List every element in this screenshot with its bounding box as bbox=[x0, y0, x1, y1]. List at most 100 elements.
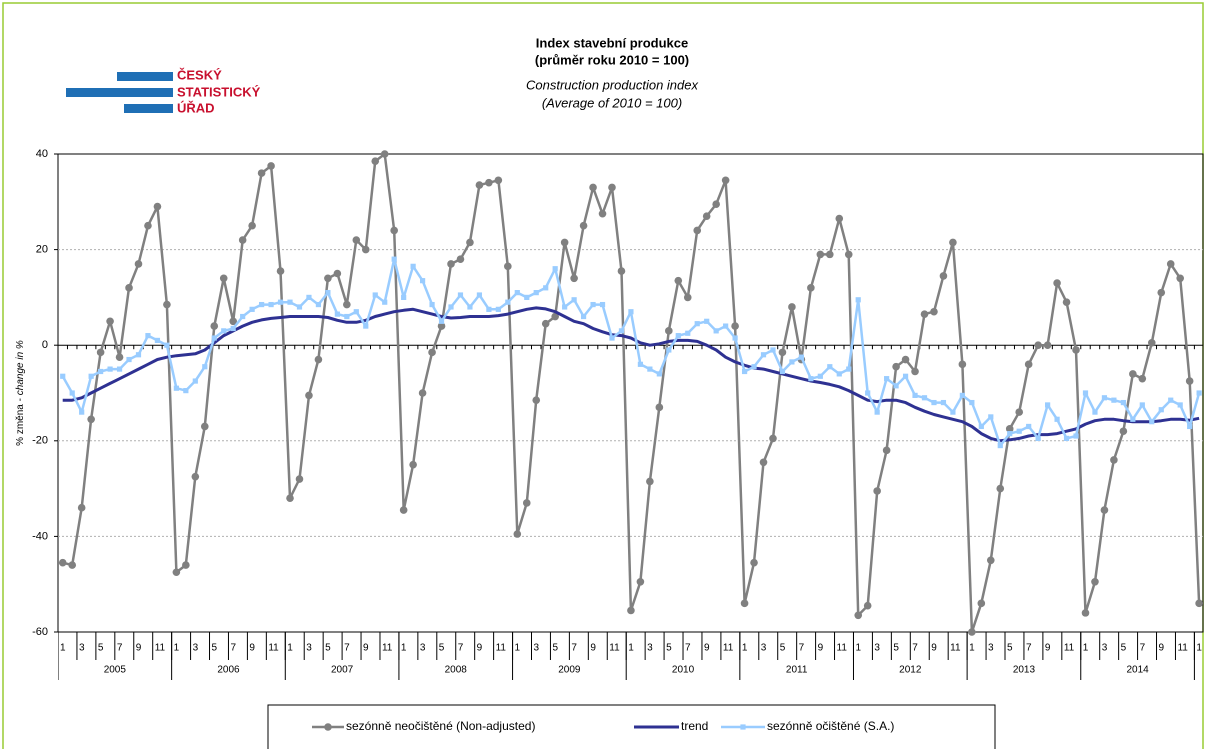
point bbox=[268, 301, 274, 308]
point bbox=[533, 290, 539, 296]
point bbox=[1119, 427, 1128, 436]
x-tick-label: 7 bbox=[912, 643, 918, 654]
x-tick-label: 9 bbox=[1159, 643, 1165, 654]
x-tick-label: 1 bbox=[969, 643, 975, 654]
point bbox=[173, 385, 179, 391]
point bbox=[674, 276, 683, 285]
point bbox=[1091, 578, 1099, 586]
logo-bar bbox=[124, 104, 173, 113]
point bbox=[1063, 435, 1070, 442]
point bbox=[467, 304, 473, 310]
point bbox=[344, 313, 350, 320]
point bbox=[494, 176, 503, 185]
point bbox=[950, 409, 956, 415]
point bbox=[153, 202, 162, 211]
point bbox=[305, 391, 313, 400]
x-tick-label: 3 bbox=[1102, 643, 1108, 654]
point bbox=[418, 389, 427, 397]
point bbox=[134, 260, 143, 268]
point bbox=[939, 272, 948, 280]
x-tick-label: 3 bbox=[79, 643, 85, 654]
x-tick-label: 11 bbox=[723, 643, 734, 654]
x-tick-label: 5 bbox=[98, 643, 104, 654]
point bbox=[817, 373, 823, 379]
point bbox=[740, 599, 749, 608]
point bbox=[380, 150, 389, 158]
point bbox=[514, 290, 520, 296]
point bbox=[618, 328, 625, 334]
logo-bar bbox=[66, 88, 173, 97]
point bbox=[1138, 374, 1147, 383]
x-tick-label: 5 bbox=[212, 643, 218, 654]
point bbox=[429, 301, 435, 308]
x-tick-label: 1 bbox=[1083, 643, 1089, 654]
x-tick-label: 1 bbox=[287, 643, 293, 654]
point bbox=[1139, 402, 1145, 408]
point bbox=[372, 292, 378, 298]
point bbox=[598, 209, 607, 218]
point bbox=[457, 292, 464, 298]
point bbox=[419, 278, 426, 284]
point bbox=[1024, 360, 1033, 369]
x-tick-label: 1 bbox=[401, 643, 407, 654]
x-tick-label: 9 bbox=[818, 643, 824, 654]
point bbox=[60, 373, 66, 379]
legend-marker bbox=[324, 723, 332, 731]
x-tick-label: 9 bbox=[249, 643, 255, 654]
point bbox=[892, 362, 900, 371]
y-tick-label: -60 bbox=[32, 626, 48, 638]
point bbox=[589, 183, 597, 192]
year-label: 2010 bbox=[672, 665, 695, 676]
point bbox=[485, 178, 493, 187]
x-tick-label: 11 bbox=[496, 643, 507, 654]
point bbox=[409, 460, 417, 469]
point bbox=[665, 327, 673, 335]
point bbox=[1026, 423, 1032, 430]
point bbox=[145, 333, 151, 339]
point bbox=[769, 434, 777, 443]
chart-subtitle-en: (Average of 2010 = 100) bbox=[542, 95, 682, 110]
point bbox=[958, 360, 967, 369]
series-line bbox=[61, 257, 1201, 447]
point bbox=[770, 347, 776, 353]
point bbox=[920, 310, 929, 318]
point bbox=[172, 568, 181, 577]
x-tick-label: 11 bbox=[382, 643, 393, 654]
y-tick-label: 20 bbox=[36, 244, 48, 256]
y-tick-label: -20 bbox=[32, 435, 48, 447]
point bbox=[1158, 407, 1164, 413]
point bbox=[959, 392, 965, 398]
point bbox=[599, 301, 606, 308]
point bbox=[98, 368, 104, 375]
point bbox=[1100, 506, 1109, 514]
point bbox=[325, 290, 331, 296]
point bbox=[1120, 399, 1126, 406]
point bbox=[295, 475, 304, 483]
point bbox=[410, 263, 416, 269]
x-tick-label: 5 bbox=[780, 643, 786, 654]
point bbox=[276, 267, 285, 275]
point bbox=[760, 352, 767, 358]
point bbox=[438, 318, 445, 324]
point bbox=[1149, 419, 1155, 425]
point bbox=[211, 335, 217, 341]
point bbox=[636, 578, 645, 586]
point bbox=[863, 601, 872, 610]
point bbox=[798, 354, 804, 360]
point bbox=[571, 297, 577, 303]
chart-subtitle: (průměr roku 2010 = 100) bbox=[535, 52, 689, 67]
point bbox=[741, 368, 748, 375]
point bbox=[1185, 377, 1194, 385]
x-tick-label: 5 bbox=[893, 643, 899, 654]
point bbox=[399, 506, 408, 514]
point bbox=[524, 294, 530, 300]
chart-title: Index stavební produkce bbox=[536, 35, 688, 50]
legend-label: trend bbox=[681, 719, 708, 733]
point bbox=[865, 390, 871, 396]
point bbox=[448, 304, 454, 310]
point bbox=[287, 299, 293, 305]
point bbox=[219, 274, 228, 283]
logo-text: ÚŘAD bbox=[177, 100, 215, 115]
x-tick-label: 1 bbox=[515, 643, 521, 654]
year-label: 2009 bbox=[558, 665, 581, 676]
